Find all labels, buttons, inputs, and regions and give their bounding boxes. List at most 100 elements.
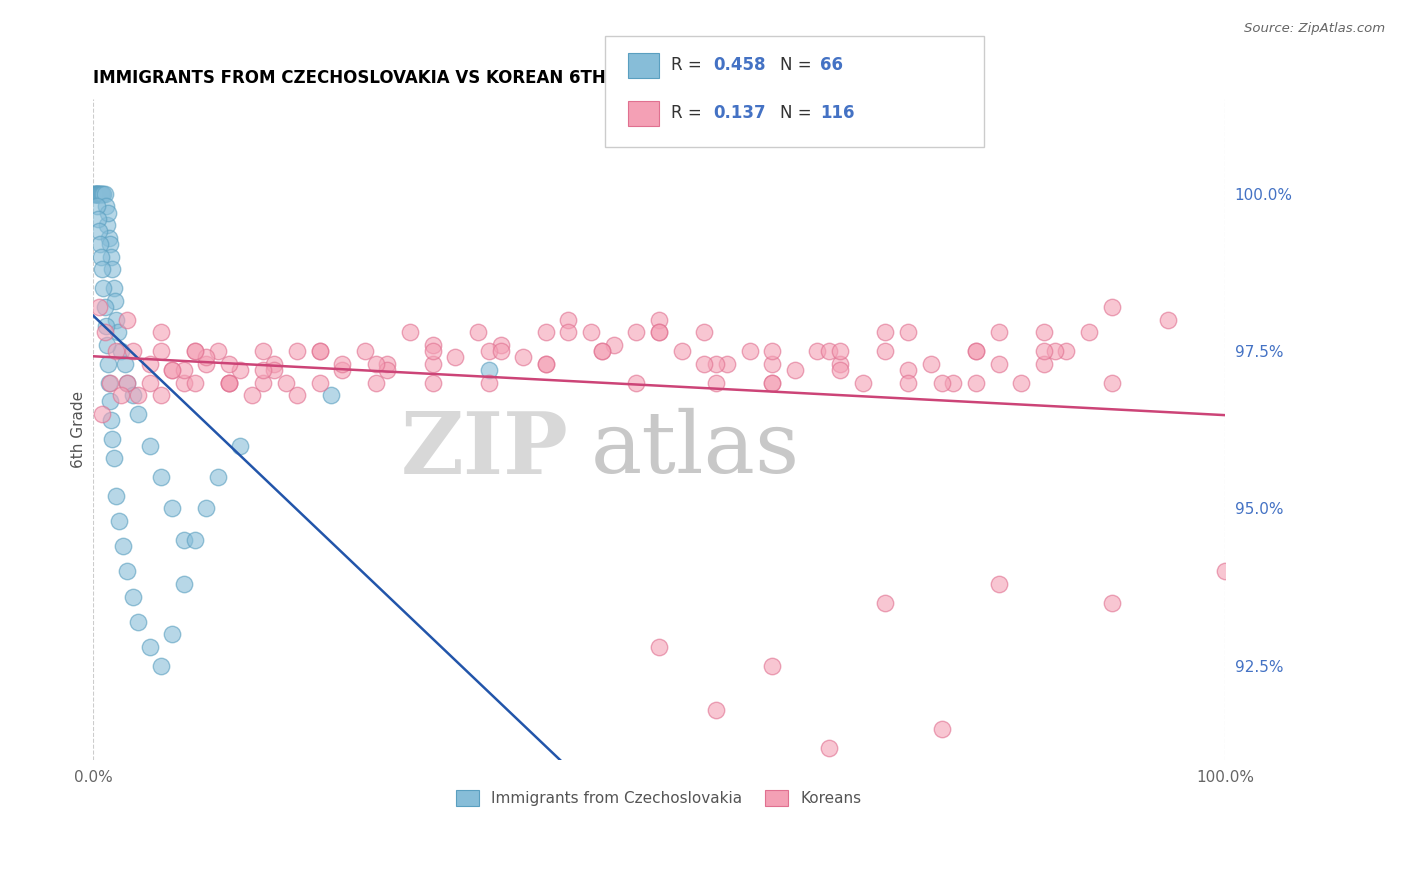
Point	[98, 394, 121, 409]
Point	[489, 338, 512, 352]
Point	[965, 376, 987, 390]
Point	[207, 344, 229, 359]
Text: Source: ZipAtlas.com: Source: ZipAtlas.com	[1244, 22, 1385, 36]
Text: R =: R =	[671, 56, 707, 74]
Point	[761, 376, 783, 390]
Point	[830, 344, 852, 359]
Text: ZIP: ZIP	[401, 408, 568, 491]
Point	[90, 250, 112, 264]
Point	[897, 325, 920, 339]
Point	[91, 262, 114, 277]
Legend: Immigrants from Czechoslovakia, Koreans: Immigrants from Czechoslovakia, Koreans	[450, 784, 868, 813]
Point	[671, 344, 693, 359]
Point	[817, 740, 839, 755]
Point	[830, 357, 852, 371]
Point	[127, 388, 149, 402]
Text: R =: R =	[671, 104, 707, 122]
Point	[86, 186, 108, 201]
Point	[444, 351, 467, 365]
Point	[761, 376, 783, 390]
Point	[1032, 325, 1054, 339]
Point	[173, 533, 195, 547]
Point	[693, 357, 716, 371]
Point	[150, 344, 173, 359]
Point	[626, 376, 648, 390]
Point	[195, 501, 218, 516]
Point	[101, 432, 124, 446]
Point	[100, 413, 122, 427]
Point	[127, 407, 149, 421]
Point	[139, 376, 162, 390]
Point	[101, 262, 124, 277]
Point	[98, 376, 121, 390]
Point	[761, 357, 783, 371]
Point	[98, 237, 121, 252]
Point	[987, 577, 1010, 591]
Text: N =: N =	[780, 104, 817, 122]
Point	[738, 344, 761, 359]
Point	[229, 438, 252, 452]
Point	[626, 325, 648, 339]
Point	[94, 318, 117, 333]
Point	[114, 357, 136, 371]
Point	[704, 376, 727, 390]
Point	[104, 312, 127, 326]
Point	[86, 186, 108, 201]
Point	[121, 388, 143, 402]
Point	[783, 363, 806, 377]
Point	[111, 539, 134, 553]
Point	[648, 640, 671, 654]
Point	[87, 224, 110, 238]
Point	[110, 388, 132, 402]
Point	[274, 376, 297, 390]
Point	[93, 281, 115, 295]
Point	[184, 344, 207, 359]
Point	[377, 357, 399, 371]
Point	[173, 577, 195, 591]
Point	[308, 344, 330, 359]
Point	[942, 376, 965, 390]
Point	[965, 344, 987, 359]
Point	[87, 300, 110, 314]
Point	[83, 186, 105, 201]
Point	[478, 376, 501, 390]
Point	[252, 344, 274, 359]
Point	[104, 489, 127, 503]
Point	[103, 281, 125, 295]
Point	[399, 325, 422, 339]
Point	[240, 388, 263, 402]
Point	[121, 344, 143, 359]
Point	[195, 357, 218, 371]
Point	[93, 300, 115, 314]
Point	[422, 344, 444, 359]
Point	[1078, 325, 1101, 339]
Point	[353, 344, 375, 359]
Point	[162, 363, 184, 377]
Point	[704, 357, 727, 371]
Point	[285, 388, 308, 402]
Point	[534, 357, 557, 371]
Point	[761, 659, 783, 673]
Text: 0.137: 0.137	[713, 104, 765, 122]
Point	[150, 325, 173, 339]
Point	[98, 376, 121, 390]
Point	[534, 325, 557, 339]
Point	[83, 186, 105, 201]
Y-axis label: 6th Grade: 6th Grade	[72, 392, 86, 468]
Point	[931, 722, 953, 736]
Text: N =: N =	[780, 56, 817, 74]
Point	[693, 325, 716, 339]
Point	[478, 363, 501, 377]
Point	[987, 325, 1010, 339]
Point	[139, 357, 162, 371]
Point	[87, 186, 110, 201]
Point	[104, 293, 127, 308]
Point	[93, 186, 115, 201]
Point	[91, 186, 114, 201]
Point	[422, 338, 444, 352]
Point	[139, 438, 162, 452]
Point	[89, 186, 111, 201]
Point	[218, 376, 240, 390]
Point	[84, 186, 107, 201]
Point	[512, 351, 534, 365]
